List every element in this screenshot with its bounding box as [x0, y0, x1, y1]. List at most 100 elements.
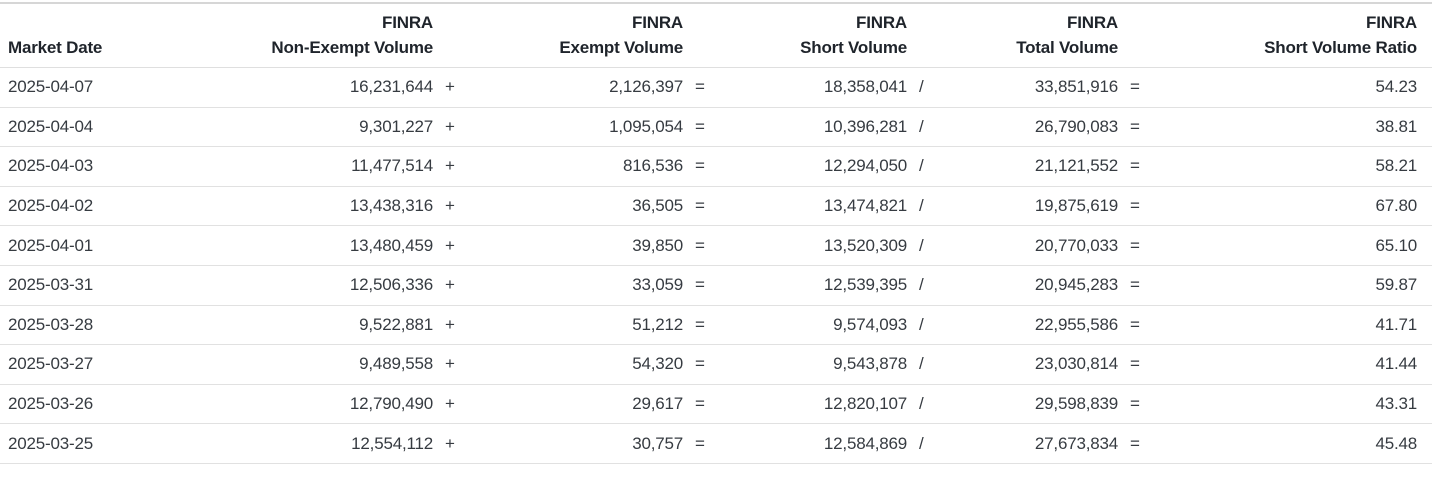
market-date-cell: 2025-03-27 — [0, 344, 140, 385]
short-volume-ratio-cell: 67.80 — [1148, 186, 1432, 227]
operator-header-spacer — [1118, 3, 1148, 68]
plus-operator: + — [433, 305, 463, 346]
column-label: Short Volume — [800, 38, 907, 57]
non-exempt-volume-cell: 16,231,644 — [140, 67, 433, 108]
column-label: Total Volume — [1016, 38, 1118, 57]
short-volume-ratio-cell: 65.10 — [1148, 225, 1432, 266]
market-date-cell: 2025-03-26 — [0, 384, 140, 425]
divide-operator: / — [907, 225, 937, 266]
non-exempt-volume-cell: 9,489,558 — [140, 344, 433, 385]
column-label: Short Volume Ratio — [1264, 38, 1417, 57]
non-exempt-volume-header: FINRA Non-Exempt Volume — [140, 3, 433, 68]
divide-operator: / — [907, 344, 937, 385]
short-volume-ratio-cell: 58.21 — [1148, 146, 1432, 187]
total-volume-cell: 33,851,916 — [937, 67, 1118, 108]
column-label: Market Date — [8, 38, 103, 57]
market-date-cell: 2025-03-25 — [0, 423, 140, 464]
equals-operator: = — [1118, 67, 1148, 108]
table-row: 2025-04-07 16,231,644 + 2,126,397 = 18,3… — [0, 67, 1432, 108]
column-group-label: FINRA — [856, 13, 907, 32]
equals-operator: = — [683, 146, 713, 187]
exempt-volume-cell: 33,059 — [463, 265, 683, 306]
divide-operator: / — [907, 107, 937, 148]
total-volume-cell: 19,875,619 — [937, 186, 1118, 227]
column-group-label: FINRA — [1067, 13, 1118, 32]
equals-operator: = — [683, 305, 713, 346]
plus-operator: + — [433, 186, 463, 227]
column-label: Exempt Volume — [559, 38, 683, 57]
short-volume-ratio-cell: 45.48 — [1148, 423, 1432, 464]
short-volume-ratio-cell: 59.87 — [1148, 265, 1432, 306]
total-volume-cell: 26,790,083 — [937, 107, 1118, 148]
column-group-label: FINRA — [382, 13, 433, 32]
divide-operator: / — [907, 384, 937, 425]
non-exempt-volume-cell: 9,301,227 — [140, 107, 433, 148]
short-volume-ratio-header: FINRA Short Volume Ratio — [1148, 3, 1432, 68]
market-date-cell: 2025-04-02 — [0, 186, 140, 227]
table-row: 2025-04-01 13,480,459 + 39,850 = 13,520,… — [0, 225, 1432, 266]
short-volume-cell: 12,294,050 — [713, 146, 907, 187]
divide-operator: / — [907, 305, 937, 346]
non-exempt-volume-cell: 9,522,881 — [140, 305, 433, 346]
short-volume-header: FINRA Short Volume — [713, 3, 907, 68]
plus-operator: + — [433, 265, 463, 306]
exempt-volume-cell: 39,850 — [463, 225, 683, 266]
equals-operator: = — [1118, 107, 1148, 148]
market-date-cell: 2025-04-04 — [0, 107, 140, 148]
short-volume-cell: 12,539,395 — [713, 265, 907, 306]
exempt-volume-header: FINRA Exempt Volume — [463, 3, 683, 68]
market-date-cell: 2025-04-07 — [0, 67, 140, 108]
table-row: 2025-03-26 12,790,490 + 29,617 = 12,820,… — [0, 384, 1432, 425]
table-row: 2025-03-25 12,554,112 + 30,757 = 12,584,… — [0, 423, 1432, 464]
non-exempt-volume-cell: 12,790,490 — [140, 384, 433, 425]
short-volume-ratio-cell: 38.81 — [1148, 107, 1432, 148]
equals-operator: = — [683, 107, 713, 148]
equals-operator: = — [1118, 344, 1148, 385]
short-volume-ratio-cell: 43.31 — [1148, 384, 1432, 425]
column-group-label: FINRA — [632, 13, 683, 32]
total-volume-cell: 29,598,839 — [937, 384, 1118, 425]
operator-header-spacer — [683, 3, 713, 68]
non-exempt-volume-cell: 13,438,316 — [140, 186, 433, 227]
total-volume-header: FINRA Total Volume — [937, 3, 1118, 68]
operator-header-spacer — [433, 3, 463, 68]
exempt-volume-cell: 29,617 — [463, 384, 683, 425]
plus-operator: + — [433, 344, 463, 385]
equals-operator: = — [1118, 305, 1148, 346]
equals-operator: = — [1118, 146, 1148, 187]
equals-operator: = — [683, 225, 713, 266]
exempt-volume-cell: 54,320 — [463, 344, 683, 385]
non-exempt-volume-cell: 12,554,112 — [140, 423, 433, 464]
plus-operator: + — [433, 225, 463, 266]
short-volume-cell: 12,584,869 — [713, 423, 907, 464]
exempt-volume-cell: 30,757 — [463, 423, 683, 464]
equals-operator: = — [683, 344, 713, 385]
table-row: 2025-04-03 11,477,514 + 816,536 = 12,294… — [0, 146, 1432, 187]
market-date-cell: 2025-03-28 — [0, 305, 140, 346]
equals-operator: = — [683, 186, 713, 227]
table-body: 2025-04-07 16,231,644 + 2,126,397 = 18,3… — [0, 67, 1432, 464]
market-date-cell: 2025-03-31 — [0, 265, 140, 306]
plus-operator: + — [433, 67, 463, 108]
market-date-cell: 2025-04-03 — [0, 146, 140, 187]
column-label: Non-Exempt Volume — [271, 38, 433, 57]
table-row: 2025-03-31 12,506,336 + 33,059 = 12,539,… — [0, 265, 1432, 306]
short-volume-cell: 9,543,878 — [713, 344, 907, 385]
exempt-volume-cell: 816,536 — [463, 146, 683, 187]
exempt-volume-cell: 36,505 — [463, 186, 683, 227]
plus-operator: + — [433, 107, 463, 148]
short-volume-table: Market Date FINRA Non-Exempt Volume FINR… — [0, 2, 1432, 464]
short-volume-ratio-cell: 41.71 — [1148, 305, 1432, 346]
short-volume-cell: 13,520,309 — [713, 225, 907, 266]
equals-operator: = — [1118, 186, 1148, 227]
exempt-volume-cell: 1,095,054 — [463, 107, 683, 148]
short-volume-ratio-cell: 54.23 — [1148, 67, 1432, 108]
total-volume-cell: 27,673,834 — [937, 423, 1118, 464]
equals-operator: = — [683, 384, 713, 425]
equals-operator: = — [683, 423, 713, 464]
divide-operator: / — [907, 423, 937, 464]
short-volume-ratio-cell: 41.44 — [1148, 344, 1432, 385]
non-exempt-volume-cell: 13,480,459 — [140, 225, 433, 266]
short-volume-table-container: Market Date FINRA Non-Exempt Volume FINR… — [0, 2, 1432, 464]
short-volume-cell: 12,820,107 — [713, 384, 907, 425]
